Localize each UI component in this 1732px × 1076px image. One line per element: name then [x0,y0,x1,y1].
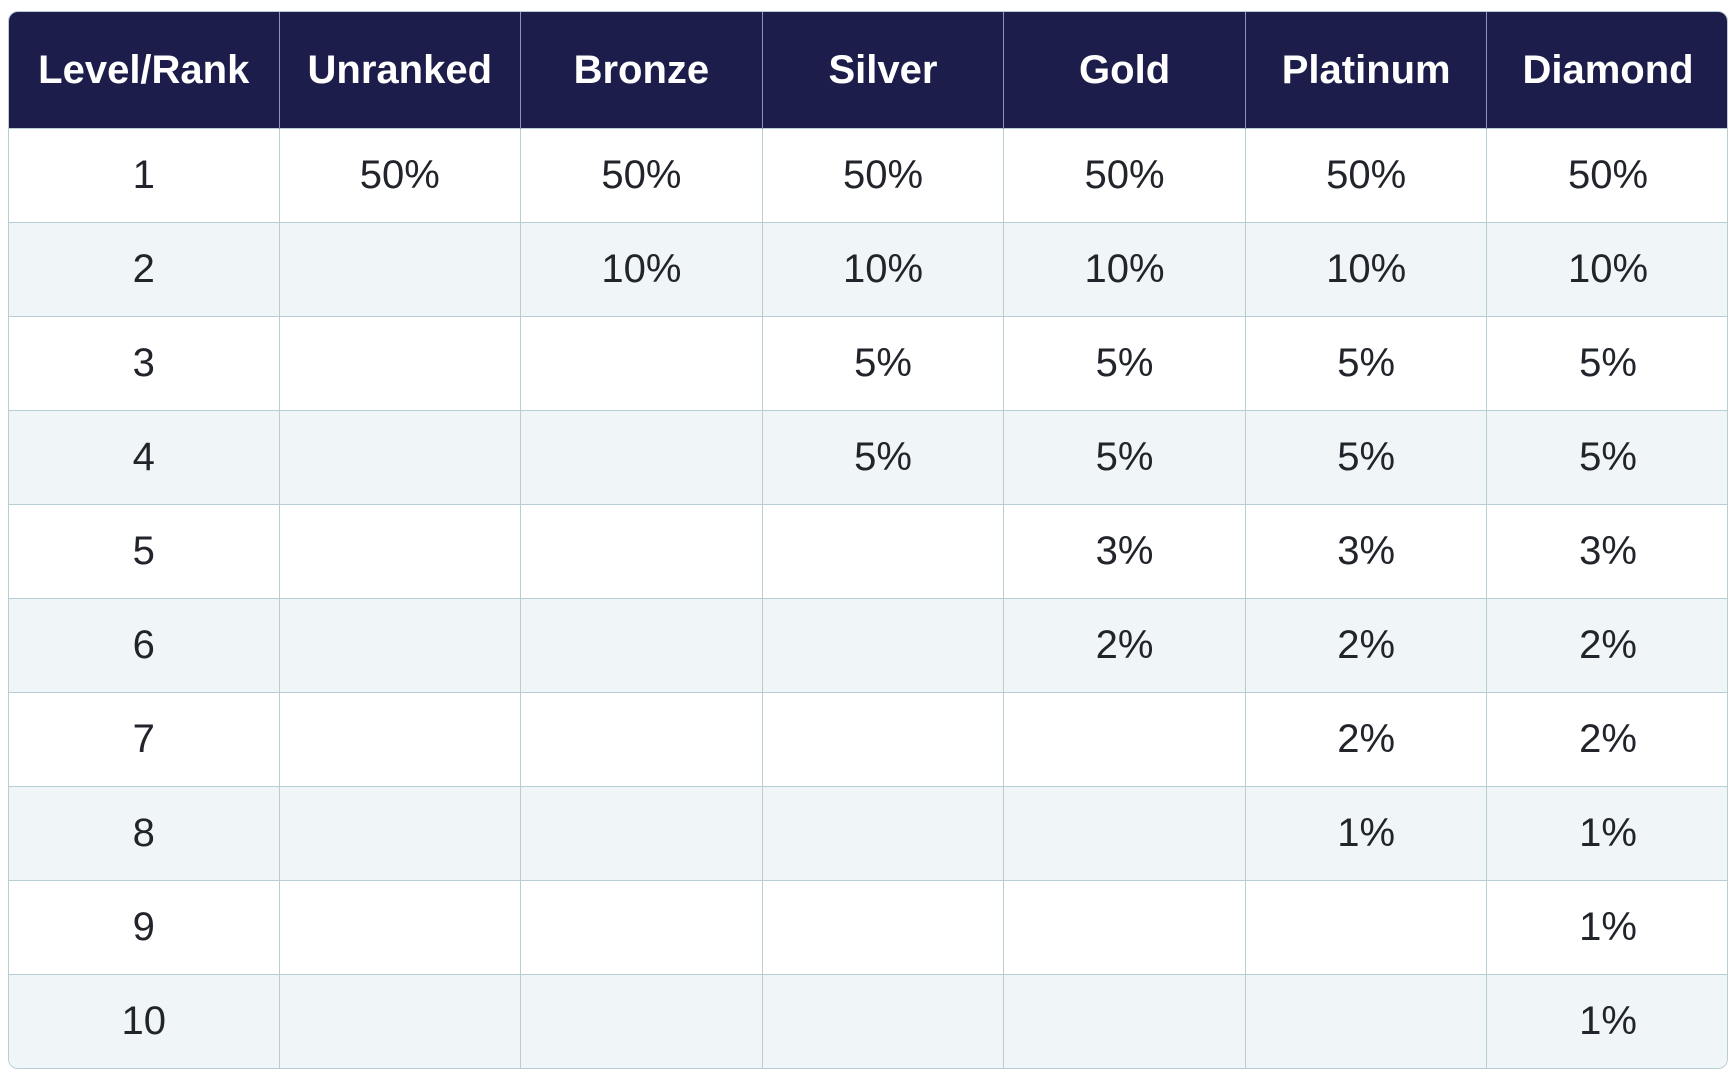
table-cell [279,410,522,505]
table-cell: 2% [1245,598,1488,693]
table-cell: 1% [1245,786,1488,881]
table-row: 2 10% 10% 10% 10% 10% [9,222,1727,317]
table-cell: 2% [1486,692,1727,787]
table-cell [1003,786,1246,881]
table-cell [762,598,1005,693]
table-cell: 2% [1486,598,1727,693]
table-cell [520,786,763,881]
header-level-rank: Level/Rank [9,12,280,129]
table-cell: 5% [1245,410,1488,505]
table-cell: 3% [1245,504,1488,599]
header-bronze: Bronze [520,12,763,129]
table-cell [520,504,763,599]
level-cell: 3 [9,316,280,411]
header-platinum: Platinum [1245,12,1488,129]
table-cell: 50% [1486,128,1727,223]
table-row: 8 1% 1% [9,786,1727,881]
level-cell: 2 [9,222,280,317]
table-cell [520,316,763,411]
table-cell [762,786,1005,881]
level-cell: 4 [9,410,280,505]
header-silver: Silver [762,12,1005,129]
table-cell: 5% [1486,316,1727,411]
table-row: 3 5% 5% 5% 5% [9,316,1727,411]
table-cell [279,598,522,693]
table-cell [279,222,522,317]
table-cell: 10% [1486,222,1727,317]
table-cell: 1% [1486,786,1727,881]
table-cell [1245,974,1488,1068]
table-cell: 3% [1486,504,1727,599]
table-cell [279,316,522,411]
header-gold: Gold [1003,12,1246,129]
table-cell: 1% [1486,880,1727,975]
table-cell: 5% [1486,410,1727,505]
table-cell: 5% [762,316,1005,411]
table-cell: 50% [1003,128,1246,223]
rank-level-table-container: Level/Rank Unranked Bronze Silver Gold P… [8,11,1728,1069]
table-cell [279,880,522,975]
table-cell: 5% [762,410,1005,505]
table-cell [762,504,1005,599]
table-cell: 50% [1245,128,1488,223]
table-cell: 50% [520,128,763,223]
table-cell [1003,880,1246,975]
table-cell [520,692,763,787]
level-cell: 7 [9,692,280,787]
table-cell [520,974,763,1068]
table-row: 7 2% 2% [9,692,1727,787]
rank-level-table: Level/Rank Unranked Bronze Silver Gold P… [9,12,1727,1068]
table-cell [520,410,763,505]
table-cell: 2% [1003,598,1246,693]
table-cell: 10% [762,222,1005,317]
table-cell [520,880,763,975]
table-cell [279,786,522,881]
table-row: 4 5% 5% 5% 5% [9,410,1727,505]
table-cell: 3% [1003,504,1246,599]
table-row: 1 50% 50% 50% 50% 50% 50% [9,128,1727,223]
table-cell: 10% [1003,222,1246,317]
level-cell: 10 [9,974,280,1068]
table-cell: 50% [279,128,522,223]
table-header-row: Level/Rank Unranked Bronze Silver Gold P… [9,12,1727,129]
table-cell: 2% [1245,692,1488,787]
level-cell: 5 [9,504,280,599]
level-cell: 8 [9,786,280,881]
table-cell [520,598,763,693]
table-cell: 5% [1003,410,1246,505]
header-diamond: Diamond [1486,12,1727,129]
table-cell [279,692,522,787]
table-cell [762,974,1005,1068]
table-cell [1245,880,1488,975]
level-cell: 9 [9,880,280,975]
table-row: 6 2% 2% 2% [9,598,1727,693]
table-cell: 5% [1245,316,1488,411]
table-cell [762,880,1005,975]
table-cell: 50% [762,128,1005,223]
table-cell [279,974,522,1068]
header-unranked: Unranked [279,12,522,129]
table-cell [762,692,1005,787]
table-row: 9 1% [9,880,1727,975]
level-cell: 1 [9,128,280,223]
table-cell: 10% [520,222,763,317]
level-cell: 6 [9,598,280,693]
table-row: 10 1% [9,974,1727,1068]
table-cell: 10% [1245,222,1488,317]
table-row: 5 3% 3% 3% [9,504,1727,599]
table-cell [1003,974,1246,1068]
table-cell [279,504,522,599]
table-cell [1003,692,1246,787]
table-cell: 1% [1486,974,1727,1068]
table-cell: 5% [1003,316,1246,411]
